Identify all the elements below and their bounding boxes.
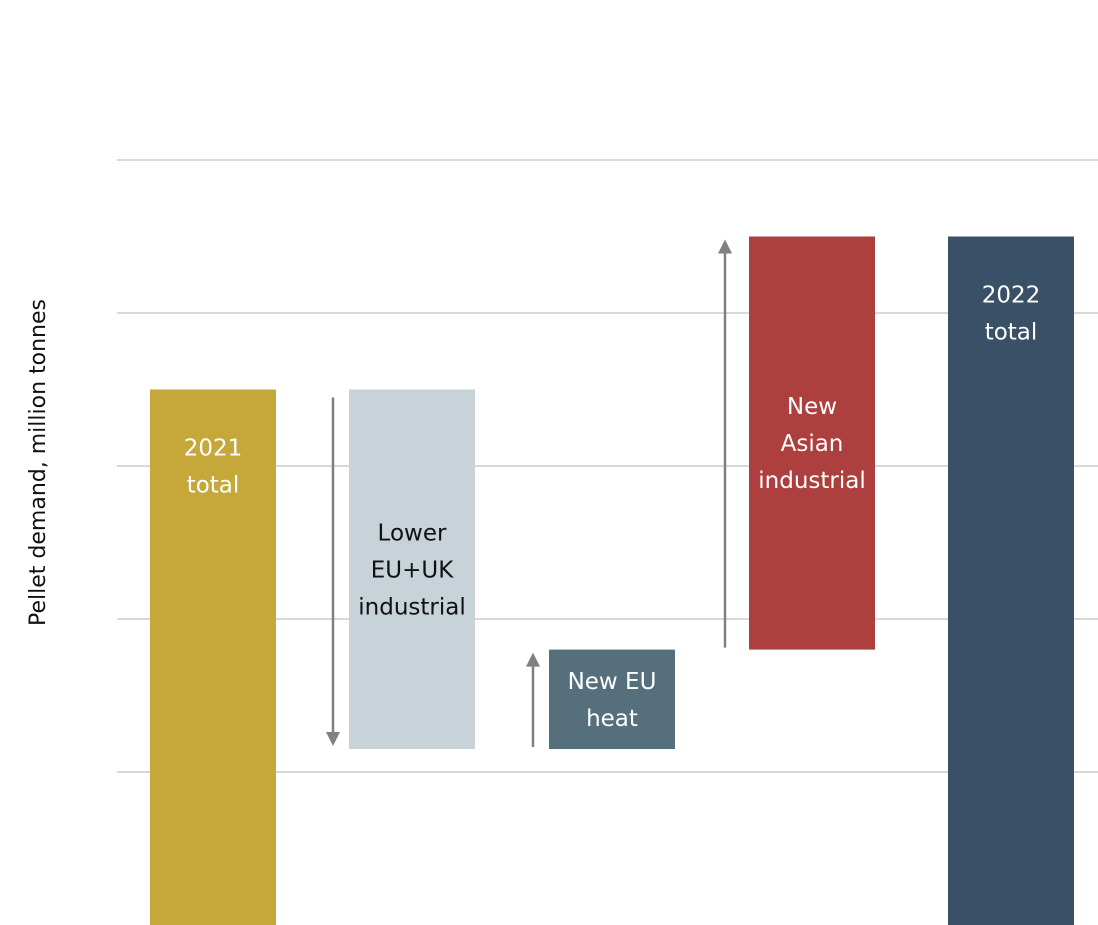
- bar-2021-total: [150, 389, 276, 925]
- bar-label-new-eu-heat: New EU heat: [568, 669, 657, 732]
- bar-labels: 2021 total Lower EU+UK industrial New EU heat N…: [184, 283, 1041, 732]
- bar-new-asian-industrial: [749, 236, 875, 650]
- arrow-head-new-asian-industrial: [718, 239, 732, 254]
- bar-label-2021-total: 2021 total: [184, 436, 243, 499]
- gridlines: [117, 159, 1098, 773]
- arrow-head-lower-eu-uk-industrial: [326, 732, 340, 747]
- bar-label-2022-total: 2022 total: [982, 283, 1041, 346]
- bar-2022-total: [948, 236, 1074, 925]
- arrow-head-new-eu-heat: [526, 652, 540, 667]
- bar-new-eu-heat: [549, 649, 675, 750]
- bars: [150, 236, 1074, 925]
- bar-label-new-asian-industrial: New Asian industrial: [758, 394, 865, 494]
- bar-label-lower-eu-uk-industrial: Lower EU+UK industrial: [358, 520, 465, 620]
- bar-lower-eu-uk-industrial: [349, 389, 475, 750]
- change-arrows: [326, 239, 732, 748]
